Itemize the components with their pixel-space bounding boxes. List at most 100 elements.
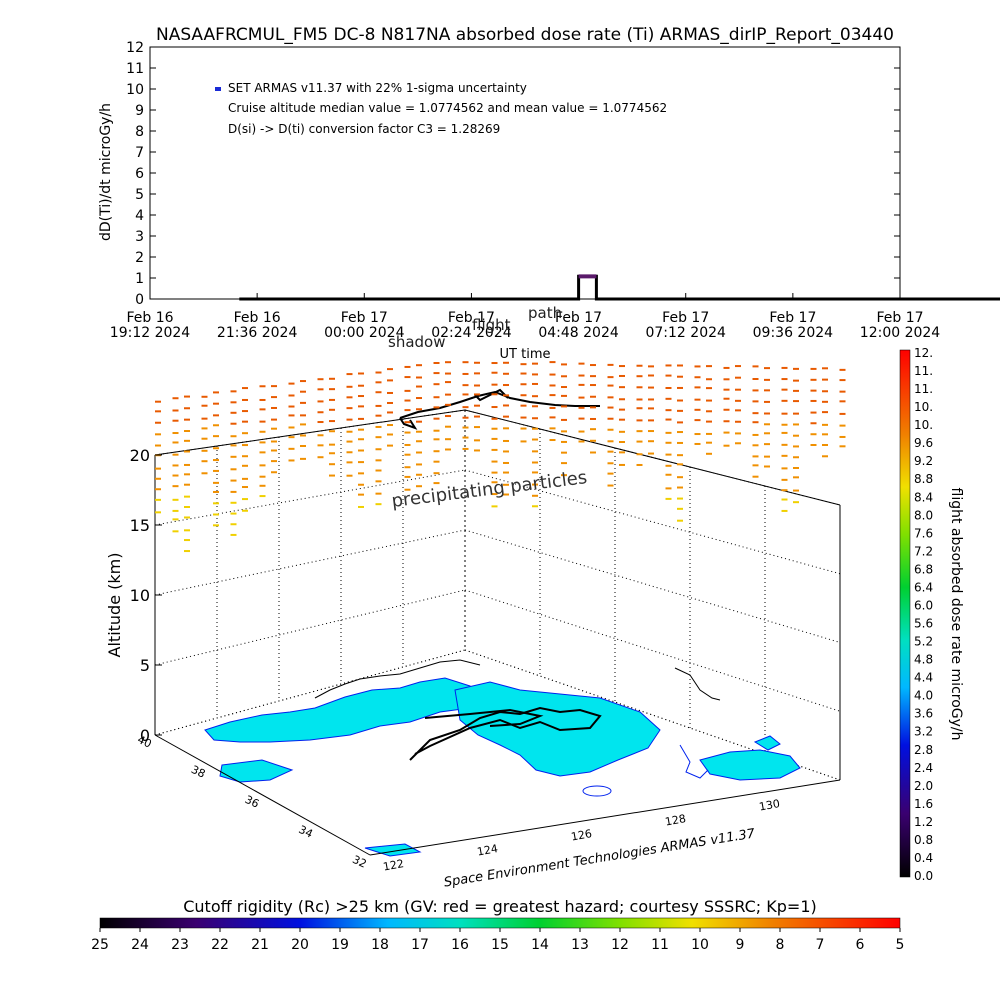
rigidity-tick-label: 24 <box>131 937 149 953</box>
legend-line-3: D(si) -> D(ti) conversion factor C3 = 1.… <box>228 122 500 136</box>
dose-colorbar-tick: 7.2 <box>914 544 933 558</box>
overlay-label-path: path <box>528 304 562 322</box>
rigidity-tick-label: 21 <box>251 937 269 953</box>
latitude-tick-label: 38 <box>189 763 207 781</box>
longitude-tick-label: 128 <box>664 812 687 828</box>
x-tick-label-date: Feb 17 <box>876 310 923 326</box>
flight-path-cruise-descent <box>399 388 509 430</box>
legend-line-2: Cruise altitude median value = 1.0774562… <box>228 101 667 115</box>
dose-colorbar-tick: 5.2 <box>914 635 933 649</box>
y-tick-label: 11 <box>126 61 144 77</box>
dose-colorbar-tick: 5.6 <box>914 617 933 631</box>
rigidity-tick-label: 11 <box>651 937 669 953</box>
dose-colorbar-tick: 11. <box>914 382 933 396</box>
flight-path-ground-main <box>409 706 602 761</box>
x-tick-label-time: 04:48 2024 <box>538 325 619 341</box>
dose-colorbar-tick: 0.4 <box>914 851 933 865</box>
dose-colorbar-tick: 8.8 <box>914 472 933 486</box>
latitude-tick-label: 36 <box>243 793 261 811</box>
rigidity-tick-label: 16 <box>451 937 469 953</box>
longitude-tick-label: 130 <box>758 797 781 813</box>
altitude-tick-label: 15 <box>130 516 150 535</box>
rigidity-tick-label: 18 <box>371 937 389 953</box>
y-tick-label: 9 <box>135 103 144 119</box>
dose-colorbar-tick: 8.4 <box>914 490 933 504</box>
dose-colorbar-tick: 4.4 <box>914 671 933 685</box>
rigidity-tick-label: 13 <box>571 937 589 953</box>
latitude-tick-label: 40 <box>135 733 153 751</box>
altitude-ticks: 0 5 10 15 20 <box>130 446 162 745</box>
latitude-ticks: 40 38 36 34 32 <box>135 733 368 871</box>
dose-colorbar-tick: 9.2 <box>914 454 933 468</box>
grid-line-back-wall <box>464 589 841 712</box>
box-edge-front-right <box>369 779 841 856</box>
x-tick-label-time: 12:00 2024 <box>860 325 941 341</box>
dose-colorbar-tick: 1.2 <box>914 815 933 829</box>
rigidity-colorbar-label: Cutoff rigidity (Rc) >25 km (GV: red = g… <box>183 897 817 916</box>
figure-title: NASAAFRCMUL_FM5 DC-8 N817NA absorbed dos… <box>156 25 894 45</box>
altitude-tick-label: 10 <box>130 586 150 605</box>
x-tick-label-date: Feb 17 <box>662 310 709 326</box>
altitude-tick-label: 5 <box>140 656 150 675</box>
precipitating-particles <box>155 361 846 553</box>
dose-colorbar-tick: 11. <box>914 364 933 378</box>
x-tick-label-time: 07:12 2024 <box>645 325 726 341</box>
y-tick-label: 10 <box>126 82 144 98</box>
dose-colorbar-tick: 6.0 <box>914 598 933 612</box>
x-tick-label-time: 19:12 2024 <box>110 325 191 341</box>
grid-line-back-wall <box>464 469 841 575</box>
map-land-shandong <box>219 759 294 783</box>
altitude-axis-label: Altitude (km) <box>105 553 124 658</box>
y-tick-label: 1 <box>135 271 144 287</box>
dose-colorbar-tick: 3.6 <box>914 707 933 721</box>
x-tick-label-date: Feb 16 <box>234 310 281 326</box>
dose-colorbar-tick: 0.0 <box>914 869 933 883</box>
longitude-ticks: 122 124 126 128 130 <box>382 797 781 873</box>
grid-line-left-wall <box>154 589 466 666</box>
dose-colorbar-tick: 2.0 <box>914 779 933 793</box>
3d-box-edges <box>154 409 841 856</box>
x-tick-label-time: 21:36 2024 <box>217 325 298 341</box>
dose-colorbar-bar <box>899 349 911 878</box>
dose-colorbar-tick: 4.8 <box>914 653 933 667</box>
y-tick-label: 8 <box>135 124 144 140</box>
grid-line-back-wall <box>464 529 841 643</box>
rigidity-tick-label: 10 <box>691 937 709 953</box>
latitude-tick-label: 34 <box>297 823 315 841</box>
rigidity-tick-label: 15 <box>491 937 509 953</box>
overlay-label-flight: flight <box>472 316 511 334</box>
grid-floor-back-left <box>154 649 466 736</box>
x-tick-label-date: Feb 17 <box>769 310 816 326</box>
rigidity-tick-label: 8 <box>776 937 785 953</box>
flight-path-ground-track <box>424 708 544 727</box>
x-tick-label-date: Feb 17 <box>341 310 388 326</box>
rigidity-tick-label: 9 <box>736 937 745 953</box>
rigidity-tick-label: 17 <box>411 937 429 953</box>
rigidity-tick-label: 12 <box>611 937 629 953</box>
map-coastline-kyushu <box>679 744 709 779</box>
dose-colorbar-tick: 6.4 <box>914 580 933 594</box>
flight-path-ground-east <box>674 667 721 701</box>
dose-colorbar-tick: 9.6 <box>914 436 933 450</box>
x-tick-label-time: 00:00 2024 <box>324 325 405 341</box>
map-island-jeju <box>582 785 612 797</box>
longitude-tick-label: 126 <box>570 827 593 843</box>
y-tick-label: 4 <box>135 208 144 224</box>
dose-colorbar-tick: 8.0 <box>914 508 933 522</box>
y-tick-label: 3 <box>135 229 144 245</box>
y-tick-label: 0 <box>135 292 144 308</box>
rigidity-colorbar-ticks: 25 24 23 22 21 20 19 18 17 16 15 14 13 12 11 10 9 8 7 6 5 <box>91 928 904 953</box>
map-land-china-coast <box>204 677 489 743</box>
rigidity-tick-label: 5 <box>896 937 905 953</box>
rigidity-tick-label: 20 <box>291 937 309 953</box>
rigidity-tick-label: 19 <box>331 937 349 953</box>
dose-colorbar-tick: 2.4 <box>914 761 933 775</box>
time-chart-y-label: dD(Ti)/dt microGy/h <box>98 103 114 241</box>
dose-colorbar-tick: 7.6 <box>914 526 933 540</box>
rigidity-tick-label: 6 <box>856 937 865 953</box>
dose-rate-line <box>239 274 1000 301</box>
